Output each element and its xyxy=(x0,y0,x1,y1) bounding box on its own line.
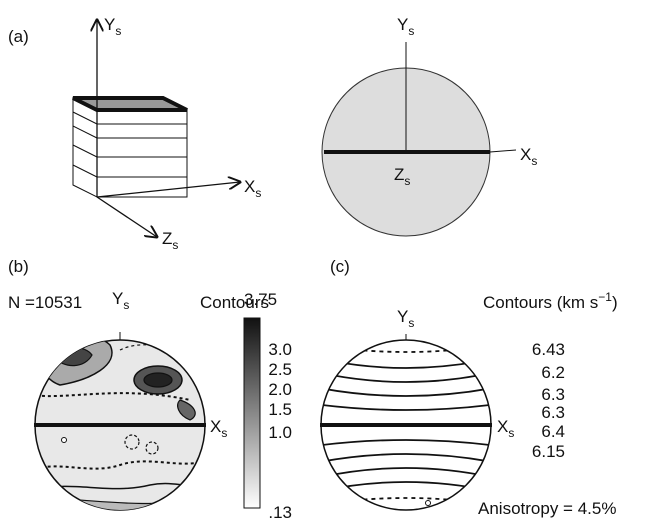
axis-sub: s xyxy=(172,238,178,252)
axis-main: Y xyxy=(112,289,123,308)
axis-label: Zs xyxy=(162,229,178,252)
anisotropy: Anisotropy = 4.5% xyxy=(478,499,616,518)
panel-label: (a) xyxy=(8,27,29,46)
scale-label: 1.5 xyxy=(268,400,292,419)
scale-label: 1.0 xyxy=(268,423,292,442)
axis-sub: s xyxy=(115,24,121,38)
legend-title-sup: −1 xyxy=(598,290,612,304)
axis-sub: s xyxy=(123,298,129,312)
axis-label: Ys xyxy=(112,289,129,312)
axis-main: X xyxy=(520,145,531,164)
axis-main: X xyxy=(244,177,255,196)
color-bar xyxy=(243,317,261,509)
axis-main: Z xyxy=(394,165,404,184)
contour-label: 6.43 xyxy=(532,340,565,359)
axis-sub: s xyxy=(531,154,537,168)
axis-label: Ys xyxy=(397,307,414,330)
axis-sub: s xyxy=(255,186,261,200)
legend-title-text: Contours (km s xyxy=(483,293,598,312)
sample-count: N =10531 xyxy=(8,293,82,312)
scale-label: 2.0 xyxy=(268,380,292,399)
panel-label: (c) xyxy=(330,257,350,276)
panel-label: (b) xyxy=(8,257,29,276)
legend-title-close: ) xyxy=(612,293,618,312)
contour-line xyxy=(321,401,491,411)
axis-label: Xs xyxy=(244,177,261,200)
scale-label: 2.5 xyxy=(268,360,292,379)
axis-main: X xyxy=(497,417,508,436)
axis-sub: s xyxy=(508,426,514,440)
legend-title: Contours xyxy=(200,293,269,312)
contour-line xyxy=(321,439,491,449)
axis-sub: s xyxy=(404,174,410,188)
scale-label: .13 xyxy=(268,503,292,522)
axis-sub: s xyxy=(408,316,414,330)
contour-label: 6.3 xyxy=(541,403,565,422)
legend-title: Contours (km s−1) xyxy=(483,290,618,312)
axis-sub: s xyxy=(408,24,414,38)
axis-main: Y xyxy=(397,307,408,326)
axis-label: Xs xyxy=(497,417,514,440)
contour-label: 6.15 xyxy=(532,442,565,461)
axis-main: Y xyxy=(104,15,115,34)
axis-label: Zs xyxy=(394,165,410,188)
scale-label: 3.75 xyxy=(244,290,277,309)
block-axes xyxy=(97,20,240,237)
axis-main: Y xyxy=(397,15,408,34)
contour-label: 6.4 xyxy=(541,422,565,441)
axis-label: Xs xyxy=(520,145,537,168)
contour-label: 6.3 xyxy=(541,385,565,404)
axis-label: Ys xyxy=(104,15,121,38)
velocity-figure xyxy=(320,339,492,511)
axis-label: Xs xyxy=(210,417,227,440)
axis-main: Z xyxy=(162,229,172,248)
axis-main: X xyxy=(210,417,221,436)
contour-label: 6.2 xyxy=(541,363,565,382)
axis-label: Ys xyxy=(397,15,414,38)
reference-circle xyxy=(321,42,517,237)
block xyxy=(72,96,188,198)
scale-label: 3.0 xyxy=(268,340,292,359)
pole-figure xyxy=(34,339,206,511)
axis-sub: s xyxy=(221,426,227,440)
